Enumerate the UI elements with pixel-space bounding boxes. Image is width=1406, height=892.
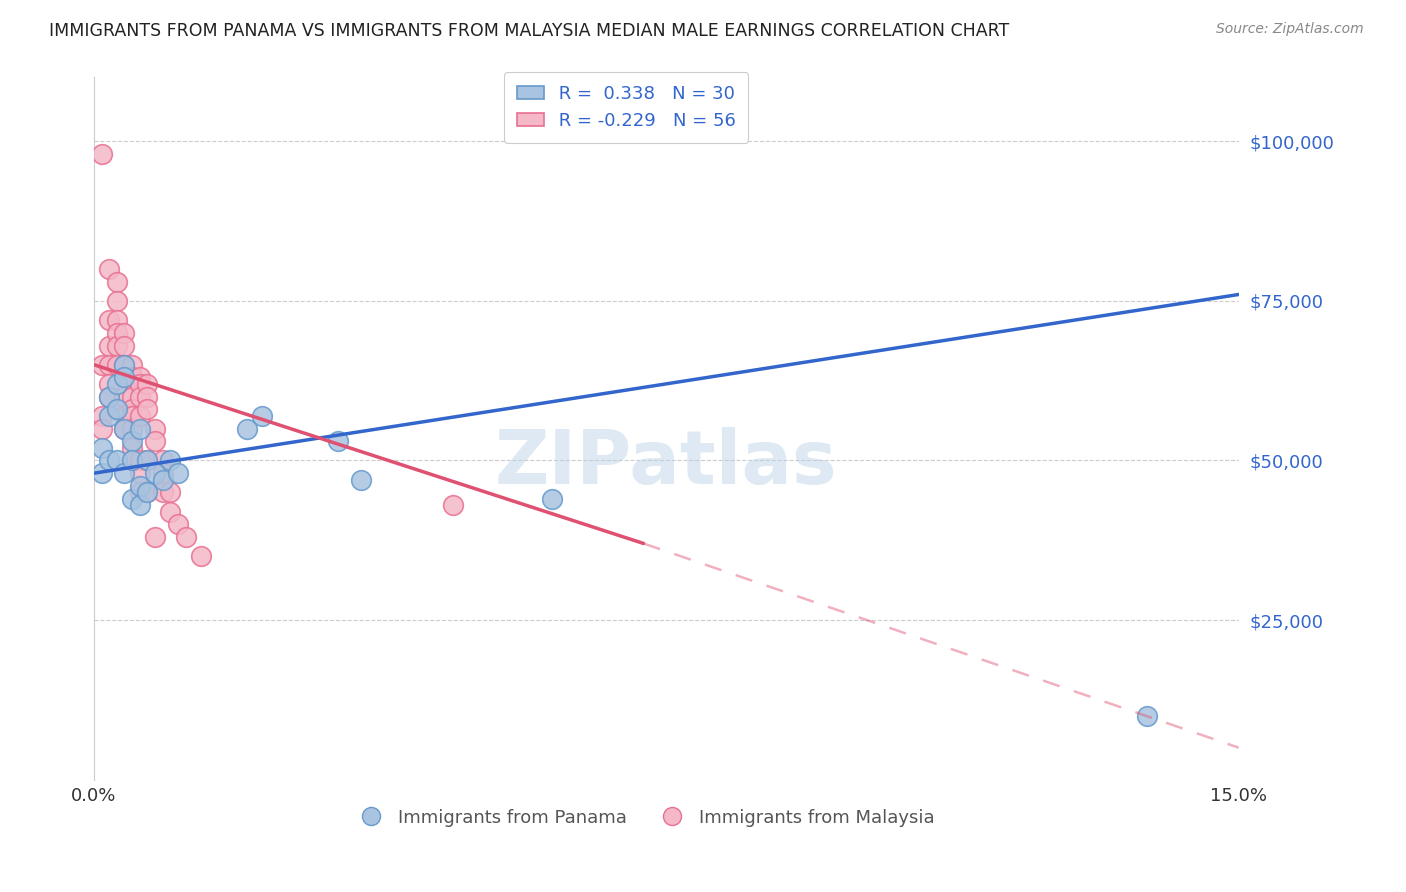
Point — [128, 409, 150, 423]
Point — [121, 358, 143, 372]
Point — [174, 530, 197, 544]
Point — [159, 504, 181, 518]
Point — [128, 376, 150, 391]
Point — [105, 402, 128, 417]
Point — [98, 409, 121, 423]
Text: ZIPatlas: ZIPatlas — [495, 427, 838, 500]
Point — [128, 370, 150, 384]
Point — [105, 293, 128, 308]
Point — [136, 453, 159, 467]
Point — [136, 453, 159, 467]
Point — [114, 358, 136, 372]
Point — [250, 409, 273, 423]
Point — [136, 485, 159, 500]
Point — [128, 453, 150, 467]
Point — [98, 262, 121, 277]
Point — [136, 390, 159, 404]
Point — [98, 390, 121, 404]
Point — [105, 326, 128, 340]
Point — [350, 473, 373, 487]
Point — [128, 421, 150, 435]
Point — [121, 491, 143, 506]
Point — [143, 434, 166, 449]
Point — [128, 498, 150, 512]
Point — [128, 485, 150, 500]
Point — [98, 453, 121, 467]
Point — [128, 390, 150, 404]
Point — [1136, 708, 1159, 723]
Point — [159, 453, 181, 467]
Point — [136, 402, 159, 417]
Text: IMMIGRANTS FROM PANAMA VS IMMIGRANTS FROM MALAYSIA MEDIAN MALE EARNINGS CORRELAT: IMMIGRANTS FROM PANAMA VS IMMIGRANTS FRO… — [49, 22, 1010, 40]
Point — [167, 517, 190, 532]
Point — [121, 390, 143, 404]
Point — [105, 453, 128, 467]
Point — [328, 434, 350, 449]
Point — [90, 358, 112, 372]
Point — [105, 376, 128, 391]
Point — [105, 338, 128, 352]
Point — [121, 434, 143, 449]
Point — [90, 467, 112, 481]
Point — [152, 473, 174, 487]
Point — [235, 421, 257, 435]
Point — [143, 467, 166, 481]
Point — [128, 479, 150, 493]
Point — [152, 485, 174, 500]
Point — [143, 421, 166, 435]
Point — [121, 421, 143, 435]
Point — [114, 390, 136, 404]
Point — [114, 338, 136, 352]
Point — [105, 275, 128, 289]
Point — [121, 453, 143, 467]
Point — [114, 409, 136, 423]
Point — [136, 376, 159, 391]
Point — [541, 491, 564, 506]
Point — [121, 409, 143, 423]
Point — [114, 421, 136, 435]
Point — [105, 402, 128, 417]
Point — [90, 409, 112, 423]
Point — [167, 467, 190, 481]
Point — [90, 147, 112, 161]
Point — [98, 376, 121, 391]
Point — [114, 421, 136, 435]
Point — [190, 549, 212, 564]
Point — [121, 370, 143, 384]
Point — [105, 313, 128, 327]
Text: Source: ZipAtlas.com: Source: ZipAtlas.com — [1216, 22, 1364, 37]
Point — [121, 441, 143, 455]
Point — [105, 358, 128, 372]
Point — [121, 402, 143, 417]
Point — [114, 358, 136, 372]
Legend: Immigrants from Panama, Immigrants from Malaysia: Immigrants from Panama, Immigrants from … — [346, 801, 942, 834]
Point — [441, 498, 464, 512]
Point — [98, 358, 121, 372]
Point — [90, 441, 112, 455]
Point — [114, 370, 136, 384]
Point — [114, 370, 136, 384]
Point — [159, 485, 181, 500]
Point — [121, 453, 143, 467]
Point — [136, 485, 159, 500]
Point — [98, 313, 121, 327]
Point — [114, 326, 136, 340]
Point — [114, 467, 136, 481]
Point — [152, 453, 174, 467]
Point — [152, 467, 174, 481]
Point — [128, 467, 150, 481]
Point — [143, 530, 166, 544]
Point — [98, 390, 121, 404]
Point — [98, 338, 121, 352]
Point — [90, 421, 112, 435]
